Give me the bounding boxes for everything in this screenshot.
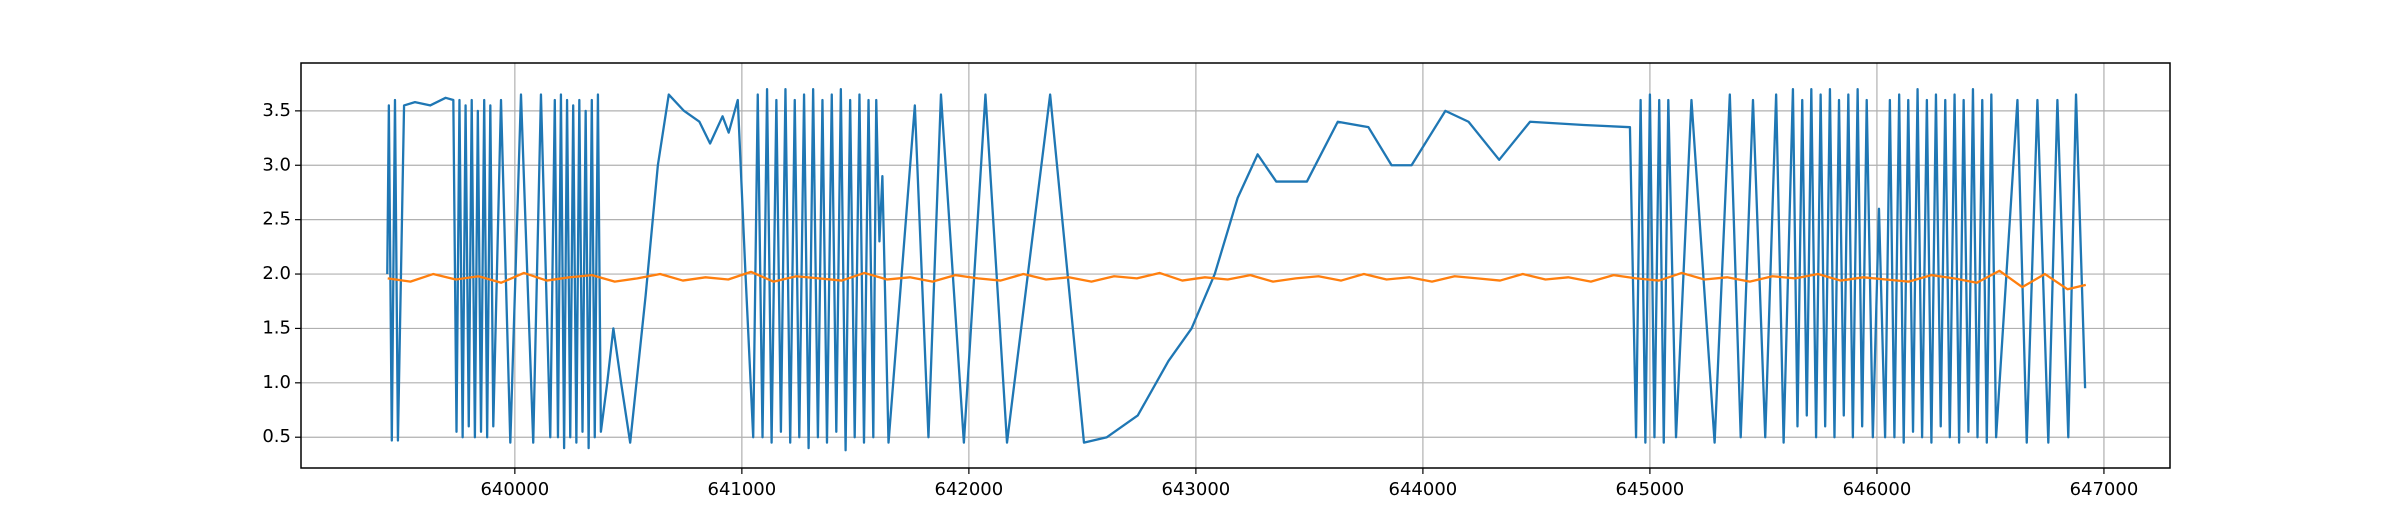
- axes-frame: [300, 62, 2171, 469]
- x-tick-label: 647000: [2070, 479, 2139, 500]
- y-tick-label: 0.5: [262, 426, 291, 447]
- y-tick-label: 3.0: [262, 154, 291, 175]
- y-tick-label: 3.5: [262, 100, 291, 121]
- y-tick-label: 1.0: [262, 372, 291, 393]
- x-tick-label: 645000: [1616, 479, 1685, 500]
- x-tick-label: 642000: [935, 479, 1004, 500]
- data-line: [386, 87, 2087, 452]
- ticks: 640000 641000 642000 643000 644000 645000 6460…: [262, 100, 2138, 500]
- x-tick-label: 640000: [480, 479, 549, 500]
- y-tick-label: 2.0: [262, 263, 291, 284]
- x-tick-label: 641000: [708, 479, 777, 500]
- y-tick-label: 1.5: [262, 317, 291, 338]
- x-tick-label: 643000: [1162, 479, 1231, 500]
- plot-area: [386, 87, 2087, 452]
- x-tick-label: 646000: [1843, 479, 1912, 500]
- y-tick-label: 2.5: [262, 209, 291, 230]
- x-tick-label: 644000: [1389, 479, 1458, 500]
- data-line: [387, 269, 2087, 291]
